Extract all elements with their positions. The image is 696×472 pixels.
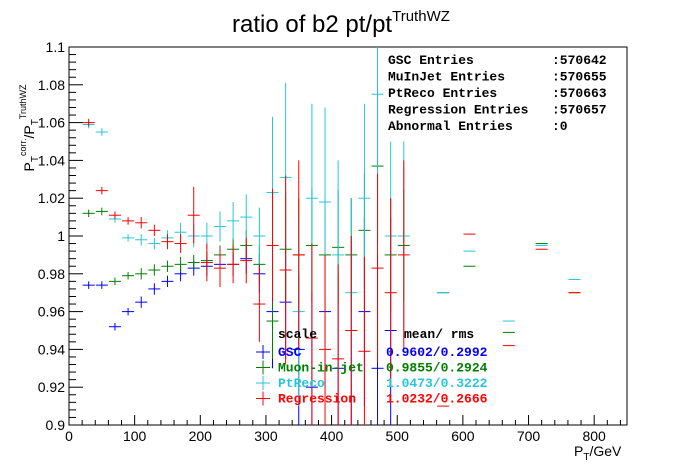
y-axis-label: PTcorr./PTTruthWZ: [18, 84, 41, 171]
y-tick-label: 0.96: [38, 304, 65, 320]
y-tick-label: 0.9: [46, 417, 66, 433]
x-tick-label: 0: [65, 428, 73, 444]
stats-value: :570663: [552, 86, 607, 101]
y-tick-label: 1.1: [46, 39, 66, 55]
stats-label: PtReco Entries: [388, 86, 497, 101]
stats-box: GSC Entries :570642 MuInJet Entries :570655…: [388, 53, 607, 134]
legend-entry-name: PtReco: [278, 376, 325, 391]
y-tick-label: 0.98: [38, 266, 65, 282]
stats-label: MuInJet Entries: [388, 70, 505, 85]
x-tick-label: 300: [254, 428, 278, 444]
y-tick-label: 1.06: [38, 115, 65, 131]
svg-text:PTcorr./PTTruthWZ: PTcorr./PTTruthWZ: [18, 84, 41, 171]
series-ptreco: [82, 47, 581, 407]
legend-entry-stat: 1.0473/0.3222: [386, 376, 488, 391]
chart-title-superscript: TruthWZ: [392, 8, 450, 25]
y-axis: 0.9 0.92 0.94 0.96 0.98 1 1.02 1.04 1.06 1.08 1.1: [38, 39, 83, 433]
legend-entry-stat: 1.0232/0.2666: [386, 392, 488, 407]
x-axis-label: PT/GeV: [574, 443, 622, 463]
legend-entry-name: GSC: [278, 345, 302, 360]
series-regression: [82, 118, 581, 425]
legend-entry-name: Muon-in-jet: [278, 361, 364, 376]
legend-entry-name: Regression: [278, 392, 356, 407]
stats-value: :570642: [552, 53, 607, 68]
data-points: [82, 47, 581, 425]
legend-entry-stat: 0.9602/0.2992: [386, 345, 488, 360]
x-tick-label: 800: [582, 428, 606, 444]
legend: scale mean/ rms GSC 0.9602/0.2992 Muon-in-je…: [256, 327, 488, 407]
x-axis: 0 100 200 300 400 500 600 700 800: [65, 415, 621, 444]
x-tick-label: 500: [386, 428, 410, 444]
x-tick-label: 100: [123, 428, 147, 444]
legend-header-stat: mean/ rms: [404, 327, 474, 342]
chart-title: ratio of b2 pt/ptTruthWZ: [232, 8, 450, 38]
y-tick-label: 0.94: [38, 341, 65, 357]
legend-header: scale: [278, 327, 317, 342]
stats-value: :0: [552, 119, 568, 134]
legend-entry-stat: 0.9855/0.2924: [386, 361, 488, 376]
x-tick-label: 400: [320, 428, 344, 444]
y-tick-label: 1.02: [38, 190, 65, 206]
x-tick-label: 600: [451, 428, 475, 444]
y-tick-label: 1.08: [38, 77, 65, 93]
x-tick-label: 700: [517, 428, 541, 444]
stats-value: :570657: [552, 103, 607, 118]
x-tick-label: 200: [189, 428, 213, 444]
y-tick-label: 1: [57, 228, 65, 244]
y-tick-label: 1.04: [38, 152, 65, 168]
stats-label: Abnormal Entries: [388, 119, 513, 134]
stats-label: Regression Entries: [388, 103, 529, 118]
y-tick-label: 0.92: [38, 379, 65, 395]
stats-value: :570655: [552, 70, 607, 85]
stats-label: GSC Entries: [388, 53, 474, 68]
